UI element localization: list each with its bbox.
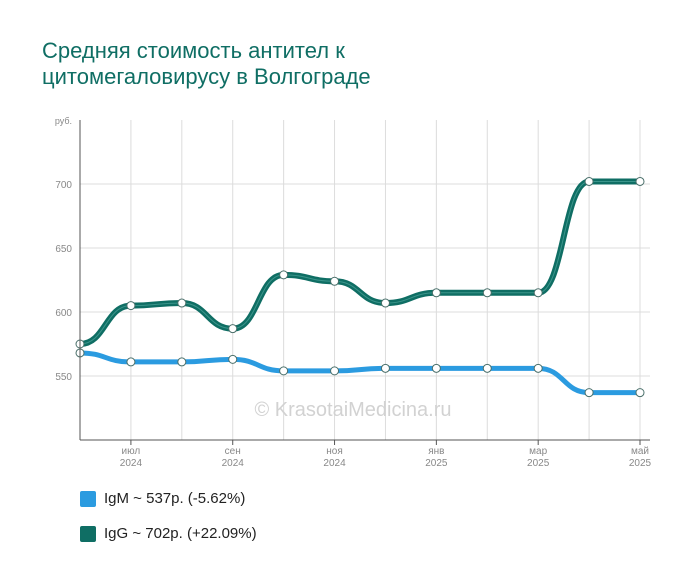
y-tick-label: 550 xyxy=(55,372,72,383)
data-point-igg[interactable] xyxy=(482,288,492,298)
legend-swatch-igg xyxy=(80,525,96,542)
x-tick-label-year: 2025 xyxy=(425,458,448,469)
legend-item-igg[interactable]: IgG ~ 702р. (+22.09%) xyxy=(80,525,257,542)
x-tick-label-year: 2025 xyxy=(527,458,550,469)
data-point-igg[interactable] xyxy=(330,276,340,286)
watermark: © KrasotaiMedicina.ru xyxy=(254,399,451,421)
data-point-igm[interactable] xyxy=(431,363,441,373)
legend-swatch-igm xyxy=(80,490,96,507)
data-point-igg[interactable] xyxy=(177,298,187,308)
x-tick-label-month: май xyxy=(631,446,649,457)
data-point-igm[interactable] xyxy=(228,354,238,364)
legend-item-igm[interactable]: IgM ~ 537р. (-5.62%) xyxy=(80,490,245,507)
data-point-igm[interactable] xyxy=(177,357,187,367)
chart-title-line-1: Средняя стоимость антител к xyxy=(42,38,345,63)
series-line-igm xyxy=(77,350,643,396)
y-unit-label: руб. xyxy=(55,116,72,126)
data-point-igg[interactable] xyxy=(584,176,594,186)
data-point-igg[interactable] xyxy=(279,270,289,280)
data-point-igg[interactable] xyxy=(228,324,238,334)
series-line-highlight-igg xyxy=(79,180,640,345)
chart-title-line-2: цитомегаловирусу в Волгограде xyxy=(42,64,371,89)
data-point-igm[interactable] xyxy=(126,357,136,367)
x-tick-label-year: 2024 xyxy=(120,458,143,469)
data-point-igg[interactable] xyxy=(533,288,543,298)
data-point-igm[interactable] xyxy=(380,363,390,373)
series-line-igg xyxy=(77,178,643,347)
x-tick-label-year: 2025 xyxy=(629,458,652,469)
data-point-igg[interactable] xyxy=(380,298,390,308)
x-tick-label-month: янв xyxy=(428,446,444,457)
data-point-igm[interactable] xyxy=(279,366,289,376)
y-tick-label: 600 xyxy=(55,308,72,319)
x-tick-label-year: 2024 xyxy=(323,458,346,469)
y-tick-label: 650 xyxy=(55,244,72,255)
chart-series xyxy=(75,176,645,398)
chart-title: Средняя стоимость антител к цитомегалови… xyxy=(42,38,642,90)
chart-axes: 550600650700руб.июл2024сен2024ноя2024янв… xyxy=(55,116,652,469)
x-tick-label-month: июл xyxy=(122,446,141,457)
x-tick-label-month: ноя xyxy=(326,446,343,457)
data-point-igg[interactable] xyxy=(635,176,645,186)
data-point-igm[interactable] xyxy=(330,366,340,376)
legend-label-igg: IgG ~ 702р. (+22.09%) xyxy=(104,525,257,542)
x-tick-label-month: сен xyxy=(225,446,241,457)
x-tick-label-year: 2024 xyxy=(222,458,245,469)
y-tick-label: 700 xyxy=(55,180,72,191)
chart-grid xyxy=(79,120,650,440)
data-point-igg[interactable] xyxy=(126,301,136,311)
legend-label-igm: IgM ~ 537р. (-5.62%) xyxy=(104,490,246,507)
data-point-igm[interactable] xyxy=(635,388,645,398)
data-point-igm[interactable] xyxy=(584,388,594,398)
data-point-igg[interactable] xyxy=(431,288,441,298)
data-point-igm[interactable] xyxy=(533,363,543,373)
data-point-igm[interactable] xyxy=(482,363,492,373)
x-tick-label-month: мар xyxy=(529,446,547,457)
line-chart: © KrasotaiMedicina.ru 550 600 650 700 руб. ию… xyxy=(55,116,652,469)
